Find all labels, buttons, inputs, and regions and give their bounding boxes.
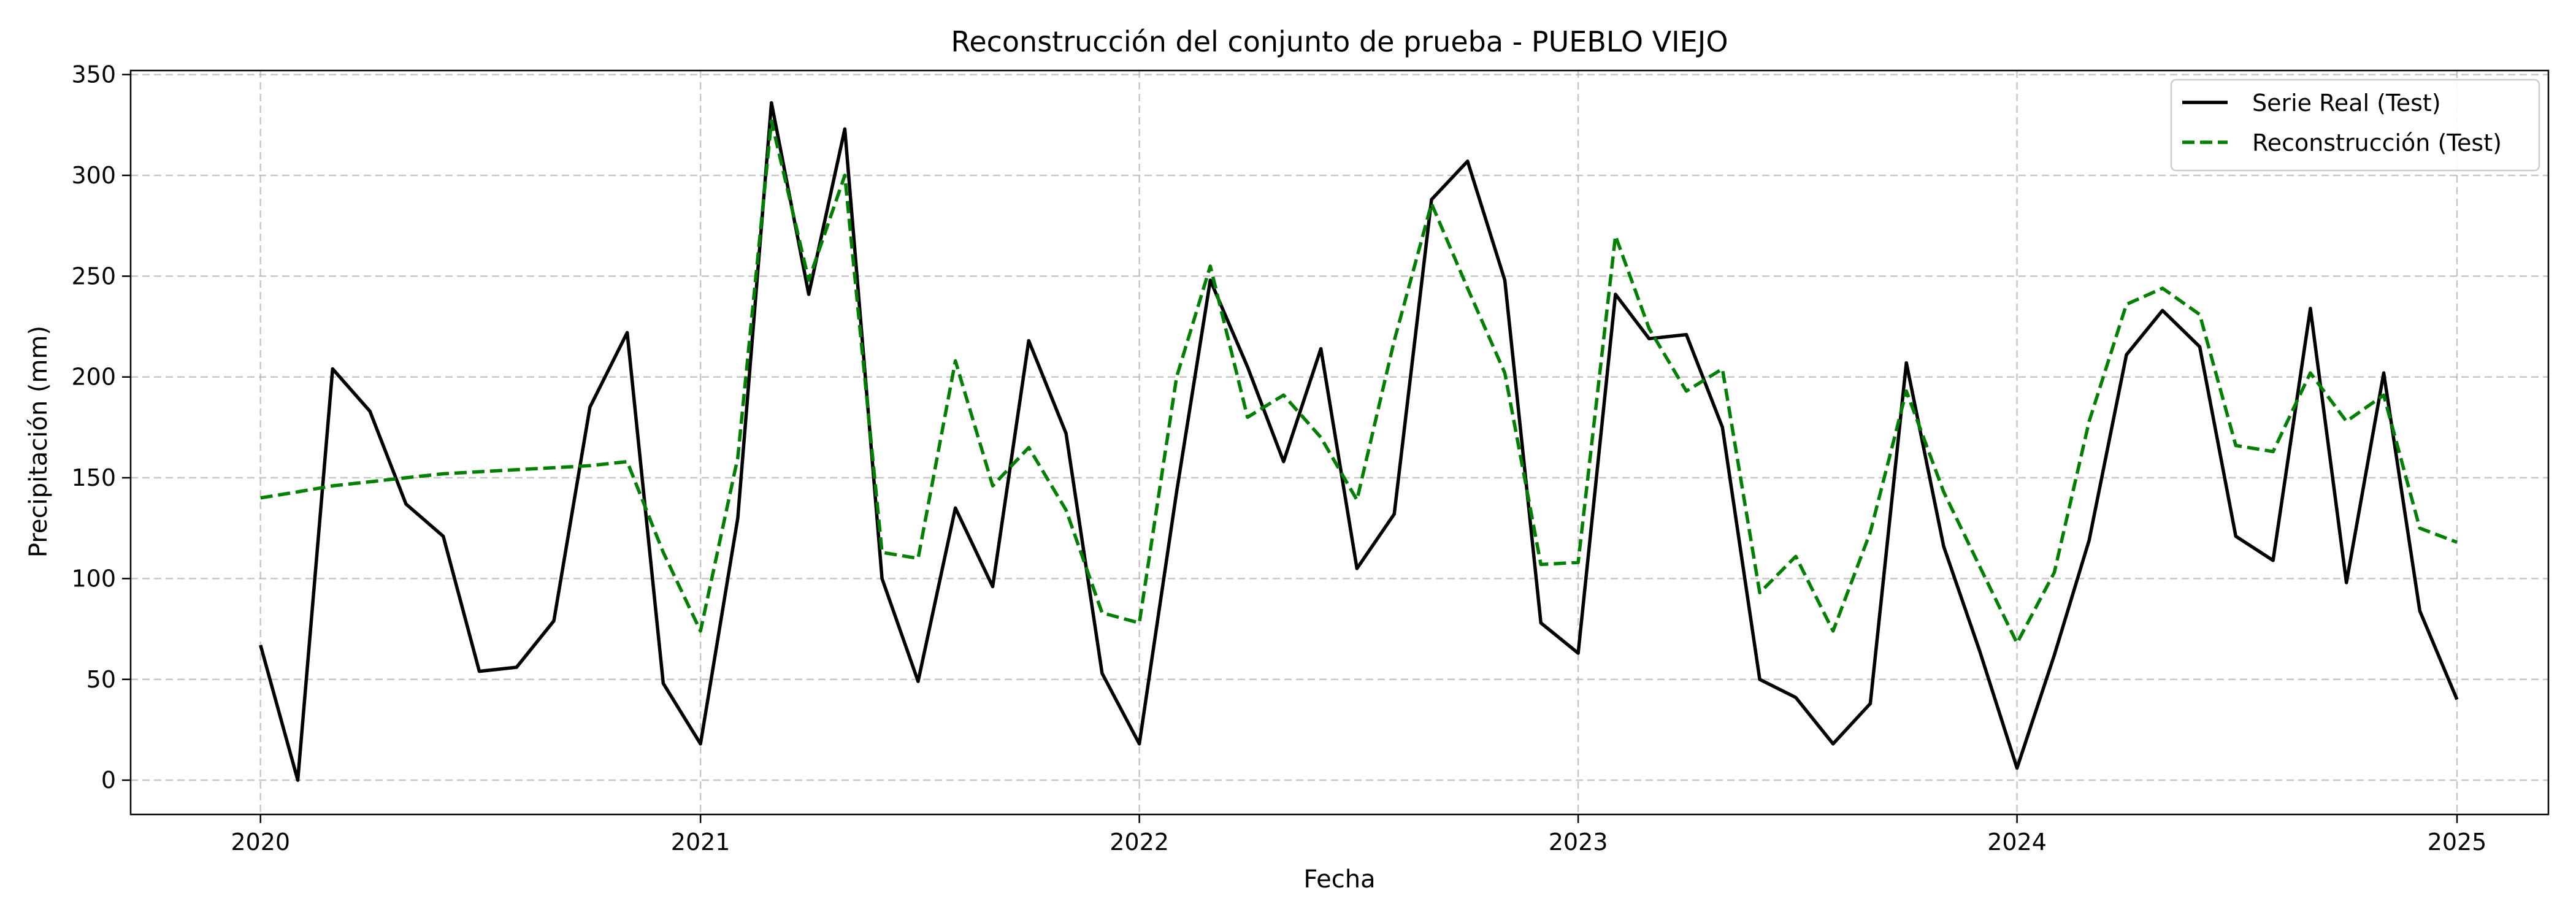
series-lines — [259, 101, 2459, 782]
series-line-real — [259, 101, 2459, 782]
plot-frame — [129, 69, 2550, 816]
chart-title: Reconstrucción del conjunto de prueba - … — [951, 25, 1728, 58]
x-tick-label: 2020 — [231, 829, 290, 856]
legend-label-reconstruction: Reconstrucción (Test) — [2252, 129, 2502, 156]
y-tick-label: 300 — [71, 162, 116, 189]
x-tick-label: 2022 — [1110, 829, 1169, 856]
y-tick-label: 200 — [71, 364, 116, 391]
x-tick-label: 2025 — [2428, 829, 2487, 856]
x-tick-label: 2021 — [671, 829, 730, 856]
legend-label-real: Serie Real (Test) — [2252, 90, 2441, 117]
y-tick-label: 350 — [71, 61, 116, 88]
y-tick-label: 150 — [71, 464, 116, 491]
y-tick-label: 250 — [71, 262, 116, 289]
y-tick-label: 0 — [101, 767, 116, 794]
y-tick-label: 100 — [71, 565, 116, 592]
x-tick-label: 2024 — [1987, 829, 2047, 856]
y-axis-label: Precipitación (mm) — [25, 326, 53, 557]
axis-ticks: 0 50 100 150 200 250 300 350 2020 2021 2022 2023 202… — [71, 61, 2486, 856]
x-tick-label: 2023 — [1549, 829, 1608, 856]
legend-box — [2170, 79, 2540, 172]
x-axis-label: Fecha — [1303, 865, 1375, 894]
grid-lines — [131, 71, 2548, 814]
legend: Serie Real (Test) Reconstrucción (Test) — [2170, 79, 2540, 172]
series-line-reconstruction — [260, 119, 2458, 645]
y-tick-label: 50 — [86, 666, 116, 693]
